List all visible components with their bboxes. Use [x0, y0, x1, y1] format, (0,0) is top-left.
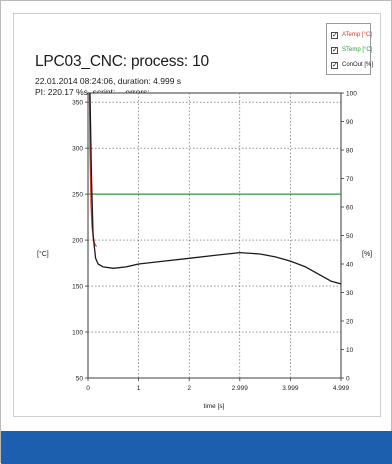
y-right-tick-label: 70: [346, 176, 354, 183]
x-tick-label: 0: [86, 385, 90, 392]
y-right-tick-label: 60: [346, 205, 354, 212]
y-right-tick-label: 0: [346, 376, 350, 383]
legend-item-atemp[interactable]: ✓ ATemp [°C]: [331, 30, 372, 40]
y-left-tick-label: 200: [72, 238, 83, 245]
x-tick-label: 4.999: [333, 385, 350, 392]
y-right-tick-label: 10: [346, 347, 354, 354]
chart-subtitle-datetime: 22.01.2014 08:24:06, duration: 4.999 s: [35, 76, 182, 86]
legend-checkbox-conout[interactable]: ✓: [331, 61, 338, 69]
x-axis-label: time [s]: [204, 403, 225, 410]
y-left-tick-label: 150: [72, 284, 83, 291]
legend-checkbox-stemp[interactable]: ✓: [331, 46, 338, 54]
ticks: 0 1 2 2.999 3.999 4.999 50 100 150 200 250 300 350 0 1…: [72, 91, 357, 393]
chart-title: LPC03_CNC: process: 10: [35, 53, 209, 70]
chart-legend: ✓ ATemp [°C] ✓ STemp [°C] ✓ ConOut [%]: [326, 23, 373, 75]
y-left-tick-label: 300: [72, 146, 83, 153]
y-left-tick-label: 100: [72, 330, 83, 337]
chart-subtitle-info: PI: 220.17 %s, script: -, errors: -: [35, 87, 155, 97]
legend-label-stemp: STemp [°C]: [342, 47, 373, 53]
x-tick-label: 2.999: [232, 385, 249, 392]
legend-label-atemp: ATemp [°C]: [342, 32, 372, 38]
series-line-2: [89, 92, 342, 285]
legend-item-conout[interactable]: ✓ ConOut [%]: [331, 60, 373, 70]
x-tick-label: 1: [137, 385, 141, 392]
x-tick-label: 3.999: [282, 385, 299, 392]
y-left-tick-label: 50: [76, 376, 84, 383]
y-right-tick-label: 90: [346, 119, 354, 126]
x-tick-label: 2: [187, 385, 191, 392]
y-right-tick-label: 100: [346, 91, 357, 98]
y-right-tick-label: 30: [346, 290, 354, 297]
y-left-tick-label: 250: [72, 192, 83, 199]
series: [88, 92, 342, 285]
y-left-axis-label: [°C]: [37, 250, 49, 258]
plot-area: [87, 92, 342, 379]
y-right-tick-label: 40: [346, 262, 354, 269]
y-right-axis-label: [%]: [362, 251, 372, 258]
y-left-tick-label: 350: [72, 100, 83, 107]
y-right-tick-label: 20: [346, 319, 354, 326]
footer-bar: [1, 431, 392, 464]
legend-checkbox-atemp[interactable]: ✓: [331, 31, 338, 39]
y-right-tick-label: 50: [346, 233, 354, 240]
legend-item-stemp[interactable]: ✓ STemp [°C]: [331, 45, 372, 55]
legend-label-conout: ConOut [%]: [342, 62, 374, 68]
y-right-tick-label: 80: [346, 148, 354, 155]
